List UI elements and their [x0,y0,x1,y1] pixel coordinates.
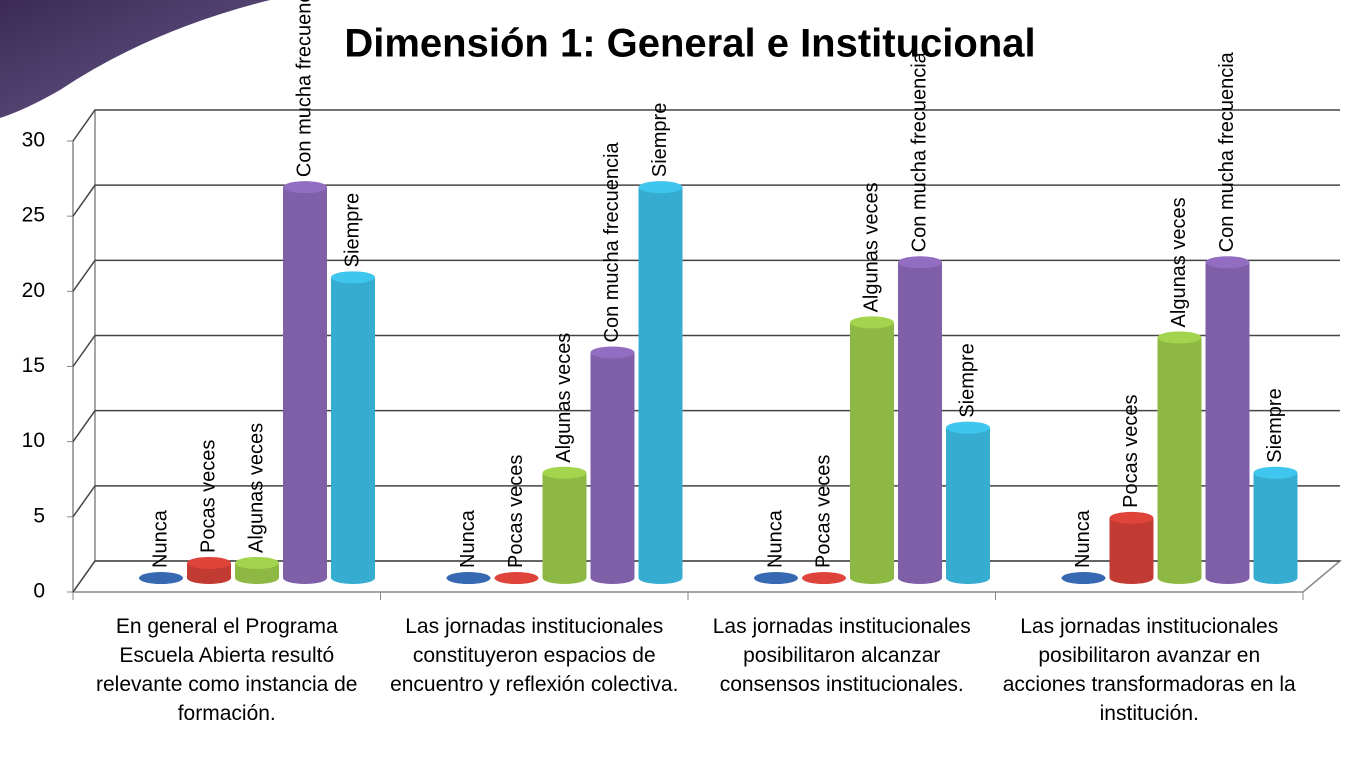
bar-body [638,187,683,584]
bar-body [946,427,990,584]
grid-line [72,259,1340,292]
bar [1109,511,1154,584]
data-label: Algunas veces [860,182,882,312]
data-label: Algunas veces [1168,197,1190,327]
bar [850,316,894,584]
chart-title: Dimensión 1: General e Institucional [344,22,1035,66]
bar-top [1061,572,1106,584]
data-label: Pocas veces [1120,394,1142,507]
bar-top [331,271,375,284]
data-label: Con mucha frecuencia [601,142,623,343]
bar-top [494,572,539,584]
y-tick-label: 25 [22,204,45,227]
y-tick-label: 5 [33,504,45,527]
data-label: Pocas veces [812,455,834,568]
y-tick-label: 30 [22,129,45,152]
bar [946,421,990,584]
y-tick-label: 20 [22,279,45,302]
bar-top [754,572,798,584]
bar-body [1109,517,1154,584]
y-tick-label: 10 [22,429,45,452]
bar [494,572,539,584]
bar-body [1157,337,1202,584]
data-label: Siempre [956,343,978,417]
bar-body [1253,472,1298,584]
bar-top [1109,511,1154,524]
bar-body [542,472,587,584]
x-tick-label: En general el Programa Escuela Abierta r… [96,615,358,725]
bar-body [187,562,231,584]
x-tick-label: Las jornadas institucionales posibilitar… [1002,615,1296,725]
x-tick-label: Las jornadas institucionales posibilitar… [712,615,971,696]
data-label: Algunas veces [553,333,575,463]
bar [1253,466,1298,584]
data-label: Nunca [149,509,171,568]
y-tick-label: 0 [33,580,45,603]
bar [331,271,375,584]
bar-top [638,181,683,194]
x-tick-label: Las jornadas institucionales constituyer… [390,615,679,696]
bar [1157,331,1202,584]
data-label: Siempre [649,103,671,177]
bar [1205,256,1250,584]
bar [1061,572,1106,584]
bar-top [446,572,491,584]
grid-line [72,184,1340,217]
bar-body [898,262,942,584]
grid-line [72,334,1340,367]
bar-body [235,562,279,584]
bar-top [235,556,279,569]
bar [590,346,635,584]
bar [139,572,183,584]
bar-top [187,556,231,569]
bar [283,181,327,584]
bar [802,572,846,584]
bar-top [1205,256,1250,269]
bar-body [283,187,327,584]
data-label: Siempre [1264,388,1286,462]
data-label: Nunca [1072,509,1094,568]
bar [898,256,942,584]
bar-top [850,316,894,329]
bar-body [590,352,635,584]
bar-top [542,466,587,479]
bar [187,556,231,584]
bar-top [946,421,990,434]
data-label: Con mucha frecuencia [293,0,315,177]
data-label: Con mucha frecuencia [1216,51,1238,252]
bar-top [283,181,327,194]
bar-top [898,256,942,269]
bar-top [139,572,183,584]
data-label: Algunas veces [245,423,267,553]
data-label: Con mucha frecuencia [908,51,930,252]
data-label: Siempre [341,193,363,267]
data-label: Pocas veces [505,455,527,568]
bar [446,572,491,584]
data-label: Nunca [764,509,786,568]
bar-top [802,572,846,584]
data-label: Nunca [457,509,479,568]
grid-line [72,109,1340,142]
bar [235,556,279,584]
bar-top [1253,466,1298,479]
bar-top [590,346,635,359]
decoration [0,0,270,118]
bar-body [1205,262,1250,584]
bar [542,466,587,584]
bar-body [850,322,894,584]
y-tick-label: 15 [22,354,45,377]
data-label: Pocas veces [197,440,219,553]
bar [754,572,798,584]
bar [638,181,683,584]
bar-body [331,277,375,584]
bar-top [1157,331,1202,344]
